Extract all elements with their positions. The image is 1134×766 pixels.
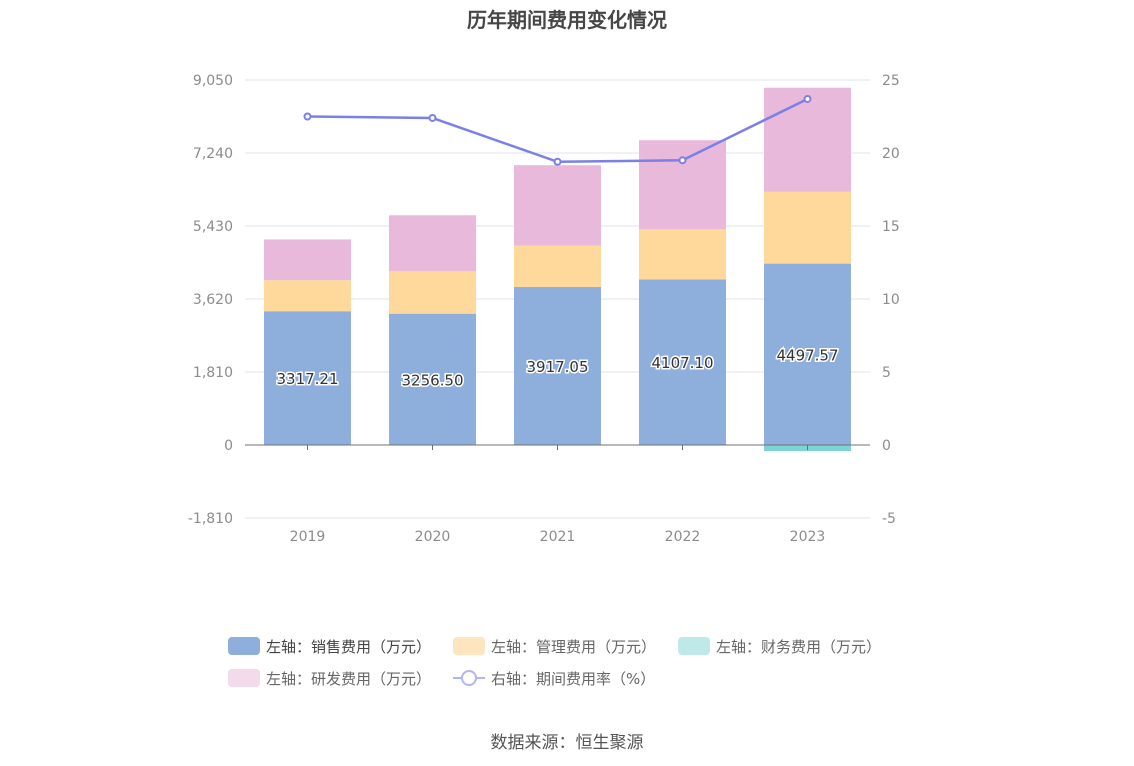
bar-0-2022 <box>639 279 726 445</box>
bar-1-2021 <box>514 245 601 288</box>
legend-label-admin: 左轴：管理费用（万元） <box>491 637 657 656</box>
bar-3-2019 <box>264 239 351 281</box>
y-right-tick-label: 15 <box>882 219 900 235</box>
data-label: 3317.21 <box>276 370 338 388</box>
x-tick-label: 2023 <box>790 529 826 545</box>
y-left-tick-label: 0 <box>224 438 233 454</box>
bar-1-2022 <box>639 229 726 280</box>
legend-label-rd: 左轴：研发费用（万元） <box>266 669 432 688</box>
y-right-tick-label: 0 <box>882 438 891 454</box>
x-tick-label: 2020 <box>415 529 451 545</box>
line-expense-rate <box>307 97 809 164</box>
legend-item-finance[interactable]: 左轴：财务费用（万元） <box>678 636 881 657</box>
bar-0-2023 <box>764 263 851 445</box>
legend-swatch-finance <box>678 637 711 655</box>
legend-label-finance: 左轴：财务费用（万元） <box>716 637 882 656</box>
bar-3-2022 <box>639 140 726 230</box>
y-left-tick-label: 1,810 <box>193 365 233 381</box>
y-right-tick-label: 5 <box>882 365 891 381</box>
x-tick-label: 2022 <box>665 529 701 545</box>
legend-label-sales: 左轴：销售费用（万元） <box>266 637 432 656</box>
y-left-tick-label: 3,620 <box>193 292 233 308</box>
legend-item-rd[interactable]: 左轴：研发费用（万元） <box>228 668 431 689</box>
legend-swatch-rd <box>228 669 260 687</box>
x-tick-label: 2021 <box>540 529 576 545</box>
chart-legend: 左轴：销售费用（万元） 左轴：管理费用（万元） 左轴：财务费用（万元） 左轴：研… <box>228 630 928 694</box>
y-right-tick-label: 20 <box>882 146 900 162</box>
line-point-2020 <box>428 113 437 122</box>
legend-line-icon <box>453 669 486 687</box>
y-right-tick-label: -5 <box>882 511 896 527</box>
bar-3-2021 <box>514 165 601 246</box>
data-label: 3917.05 <box>526 358 588 376</box>
bar-1-2020 <box>389 271 476 314</box>
bar-1-2023 <box>764 191 851 264</box>
data-label: 4497.57 <box>776 346 838 364</box>
y-left-tick-label: 9,050 <box>193 73 233 89</box>
legend-item-expense-rate[interactable]: 右轴：期间费用率（%） <box>453 668 655 689</box>
bar-0-2021 <box>514 287 601 445</box>
y-right-tick-label: 10 <box>882 292 900 308</box>
y-right-tick-label: 25 <box>882 73 900 89</box>
legend-label-expense-rate: 右轴：期间费用率（%） <box>491 669 656 688</box>
legend-item-admin[interactable]: 左轴：管理费用（万元） <box>453 636 656 657</box>
x-tick-label: 2019 <box>290 529 326 545</box>
bar-0-2019 <box>264 311 351 445</box>
y-left-tick-label: 7,240 <box>193 146 233 162</box>
line-point-2021 <box>553 157 562 166</box>
data-source: 数据来源：恒生聚源 <box>490 733 644 753</box>
bar-1-2019 <box>264 280 351 312</box>
line-point-2023 <box>803 94 812 103</box>
y-left-tick-label: 5,430 <box>193 219 233 235</box>
y-left-tick-label: -1,810 <box>188 511 233 527</box>
legend-item-sales[interactable]: 左轴：销售费用（万元） <box>228 636 431 657</box>
line-point-2019 <box>303 112 312 121</box>
data-label: 4107.10 <box>651 354 713 372</box>
line-point-2022 <box>678 156 687 165</box>
legend-swatch-admin <box>453 637 486 655</box>
legend-swatch-sales <box>228 637 260 655</box>
chart-title: 历年期间费用变化情况 <box>467 8 667 32</box>
data-label: 3256.50 <box>401 371 463 389</box>
bar-3-2023 <box>764 87 851 192</box>
bar-0-2020 <box>389 313 476 445</box>
bar-3-2020 <box>389 215 476 272</box>
